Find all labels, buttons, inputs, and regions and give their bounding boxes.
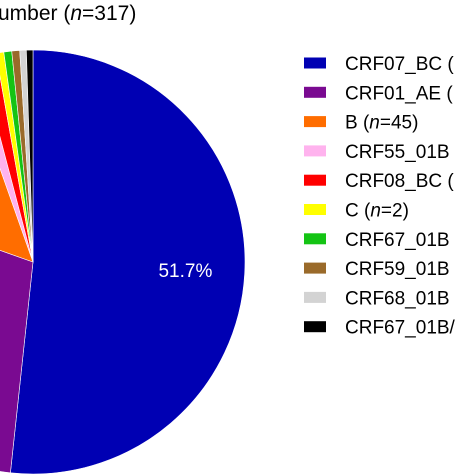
legend-label-2: B (n=45) [345, 113, 418, 134]
legend-label-5: C (n=2) [345, 201, 409, 222]
legend-label-6: CRF67_01B [345, 230, 450, 251]
pie-slices [0, 49, 246, 474]
legend-swatch-0 [304, 57, 326, 69]
legend-swatch-7 [304, 262, 326, 274]
legend-swatch-2 [304, 116, 326, 128]
pie-slice-2 [0, 167, 34, 263]
legend-label-7: CRF59_01B [345, 259, 450, 280]
legend-swatch-5 [304, 204, 326, 215]
legend-swatch-1 [304, 86, 326, 98]
legend-swatch-9 [304, 321, 326, 333]
chart-title-prefix: umber ( [0, 2, 70, 25]
pie-slice-0 [10, 49, 246, 474]
pie-slice-9 [26, 49, 34, 263]
legend-swatch-8 [304, 291, 326, 303]
legend-swatch-3 [304, 145, 326, 157]
slice-data-label-0: 51.7% [158, 261, 212, 282]
legend-label-1: CRF01_AE ( [345, 83, 453, 104]
pie-slice-1 [0, 250, 34, 474]
legend: CRF07_BC ( CRF01_AE ( B (n=45) CRF55_01B CRF… [304, 54, 456, 339]
legend-label-9: CRF67_01B/ [345, 318, 456, 339]
legend-label-4: CRF08_BC ( [345, 171, 454, 192]
legend-swatch-6 [304, 233, 326, 245]
legend-label-8: CRF68_01B [345, 288, 450, 309]
legend-label-0: CRF07_BC ( [345, 54, 454, 75]
chart-title-italic: n [70, 2, 82, 25]
chart-title-suffix: =317) [82, 2, 136, 25]
pie-slice-labels: 51.7% [158, 261, 212, 282]
legend-label-3: CRF55_01B [345, 142, 450, 163]
legend-swatch-4 [304, 174, 326, 186]
chart-title: umber (n=317) [0, 2, 136, 25]
